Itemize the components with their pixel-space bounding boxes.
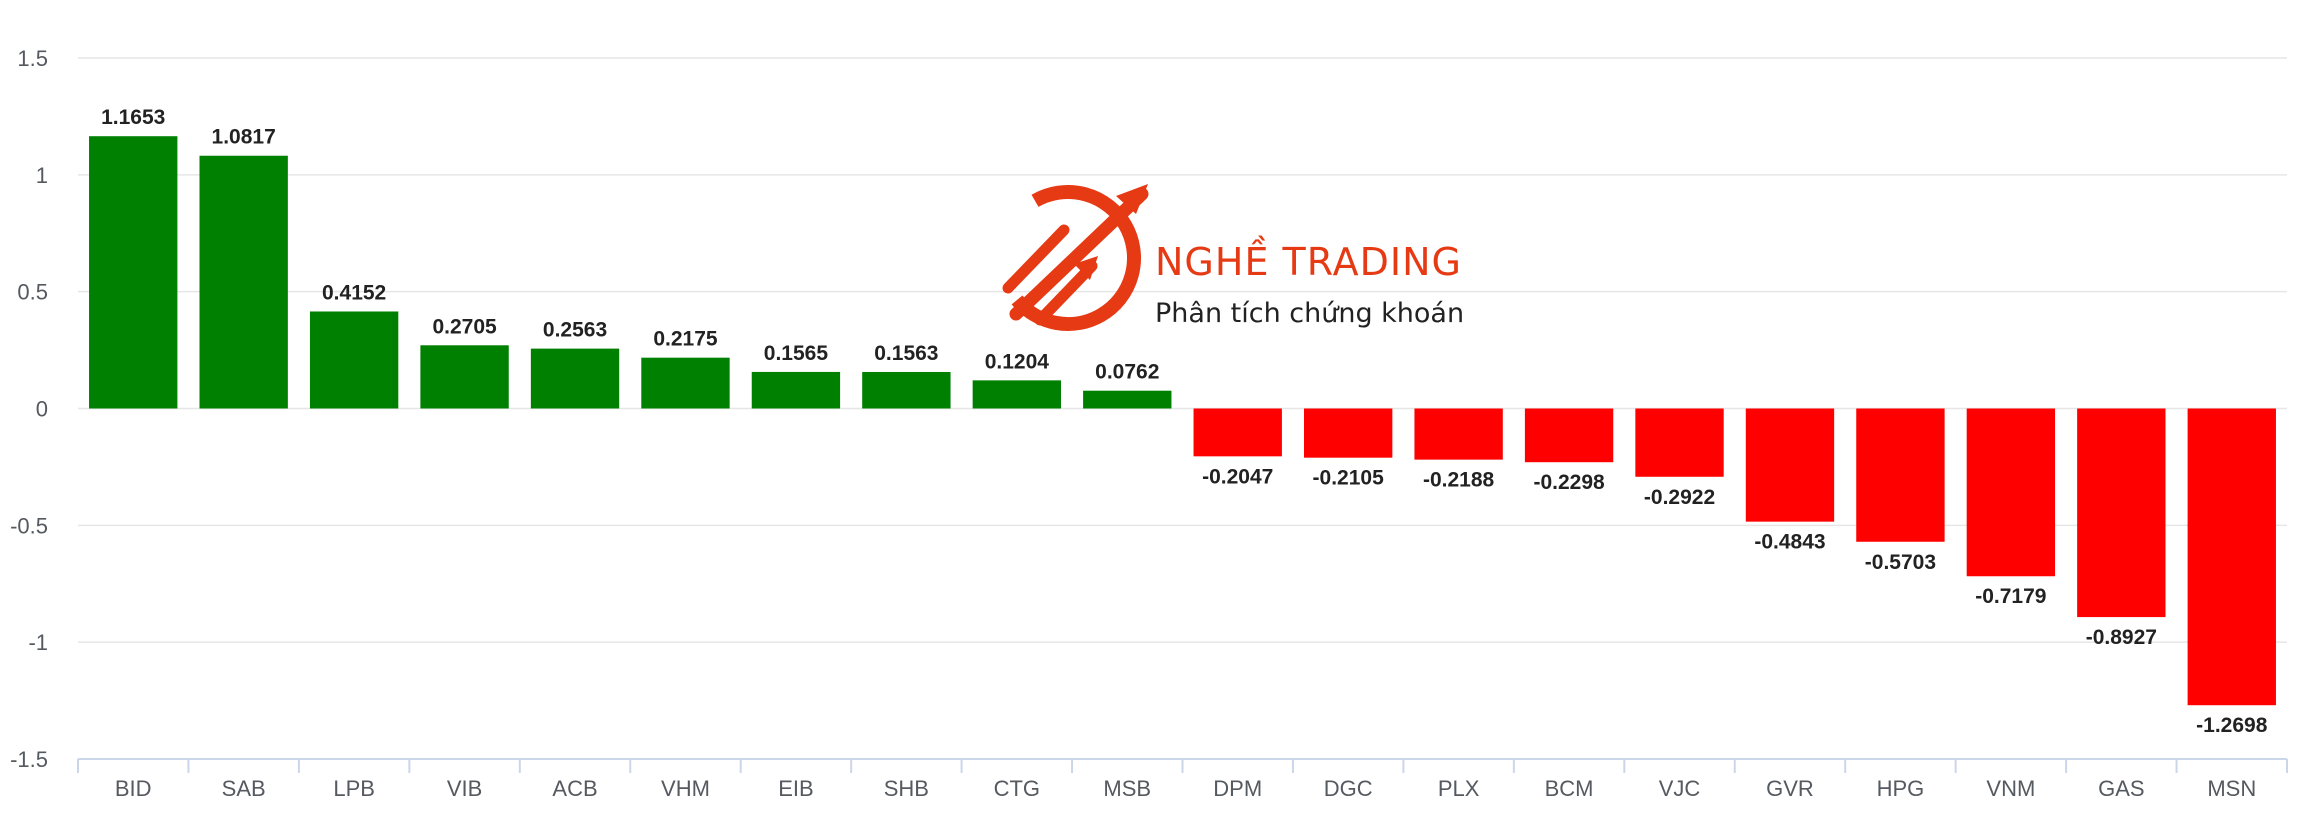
y-tick-label: -1.5 [10, 747, 48, 772]
data-label: 0.2175 [653, 328, 718, 351]
x-tick-label: CTG [994, 776, 1040, 801]
x-tick-label: PLX [1438, 776, 1480, 801]
y-tick-label: 1 [36, 163, 48, 188]
bar-vhm [641, 357, 730, 409]
bar-shb [862, 371, 951, 409]
bar-acb [530, 348, 620, 409]
data-label: -0.2922 [1644, 486, 1715, 509]
bar-vjc [1635, 408, 1724, 477]
x-tick-label: VIB [447, 776, 482, 801]
y-tick-label: 0.5 [17, 280, 48, 305]
x-tick-label: LPB [333, 776, 375, 801]
data-label: 0.1563 [874, 342, 938, 365]
data-label: 0.1204 [985, 350, 1050, 373]
data-label: -0.2188 [1423, 469, 1495, 492]
bar-vnm [1966, 408, 2056, 577]
data-label: -1.2698 [2196, 714, 2268, 737]
y-axis-ticks: 1.5 1 0.5 0 -0.5 -1 -1.5 [10, 46, 48, 772]
x-tick-label: SHB [884, 776, 929, 801]
data-label: -0.4843 [1754, 531, 1825, 554]
bar-dpm [1193, 408, 1282, 457]
bar-dgc [1303, 408, 1393, 458]
logo-emblem-icon [995, 184, 1149, 331]
x-tick-label: BCM [1545, 776, 1594, 801]
bar-gas [2077, 408, 2166, 618]
data-labels: 1.1653 1.0817 0.4152 0.2705 0.2563 0.2175 0.15… [101, 106, 2268, 737]
x-tick-label: GVR [1766, 776, 1814, 801]
x-tick-label: MSN [2207, 776, 2256, 801]
x-tick-label: DPM [1213, 776, 1262, 801]
bar-plx [1414, 408, 1503, 460]
data-label: -0.2298 [1533, 471, 1605, 494]
y-tick-label: -0.5 [10, 513, 48, 538]
bar-lpb [309, 311, 399, 409]
x-tick-label: BID [115, 776, 152, 801]
data-label: 0.0762 [1095, 361, 1159, 384]
x-tick-label: HPG [1877, 776, 1925, 801]
data-label: -0.5703 [1865, 551, 1936, 574]
x-tick-label: GAS [2098, 776, 2144, 801]
x-tick-label: ACB [552, 776, 597, 801]
x-axis: BID SAB LPB VIB ACB VHM EIB SHB CTG MSB DPM DGC PLX B… [77, 758, 2288, 801]
logo-title: NGHỀ TRADING [1155, 236, 1462, 284]
y-tick-label: 0 [36, 397, 48, 422]
x-tick-label: EIB [778, 776, 813, 801]
x-tick-label: VJC [1659, 776, 1701, 801]
y-tick-label: -1 [28, 630, 48, 655]
bar-ctg [972, 380, 1062, 409]
data-label: -0.7179 [1975, 585, 2046, 608]
logo-subtitle: Phân tích chứng khoán [1155, 298, 1464, 329]
data-label: -0.8927 [2086, 626, 2157, 649]
nghe-trading-logo: NGHỀ TRADING Phân tích chứng khoán [995, 184, 1464, 331]
bar-hpg [1856, 408, 1945, 542]
bar-eib [751, 371, 841, 409]
grid-lines [78, 57, 2287, 760]
bar-vib [420, 345, 509, 409]
bars [89, 136, 2276, 706]
x-tick-label: MSB [1103, 776, 1151, 801]
data-label: 0.2705 [432, 315, 497, 338]
bar-gvr [1745, 408, 1835, 522]
data-label: 1.1653 [101, 106, 165, 129]
data-label: 0.2563 [543, 319, 607, 342]
x-tick-label: DGC [1324, 776, 1373, 801]
data-label: 1.0817 [212, 126, 276, 149]
bar-bcm [1524, 408, 1614, 463]
x-tick-label: VNM [1986, 776, 2035, 801]
y-tick-label: 1.5 [17, 46, 48, 71]
bar-msn [2187, 408, 2276, 706]
data-label: 0.1565 [764, 342, 829, 365]
data-label: -0.2047 [1202, 465, 1273, 488]
bar-sab [199, 155, 288, 409]
bar-msb [1083, 390, 1172, 409]
x-tick-label: VHM [661, 776, 710, 801]
bar-bid [89, 136, 178, 409]
data-label: -0.2105 [1313, 467, 1385, 490]
data-label: 0.4152 [322, 281, 386, 304]
x-tick-label: SAB [222, 776, 266, 801]
